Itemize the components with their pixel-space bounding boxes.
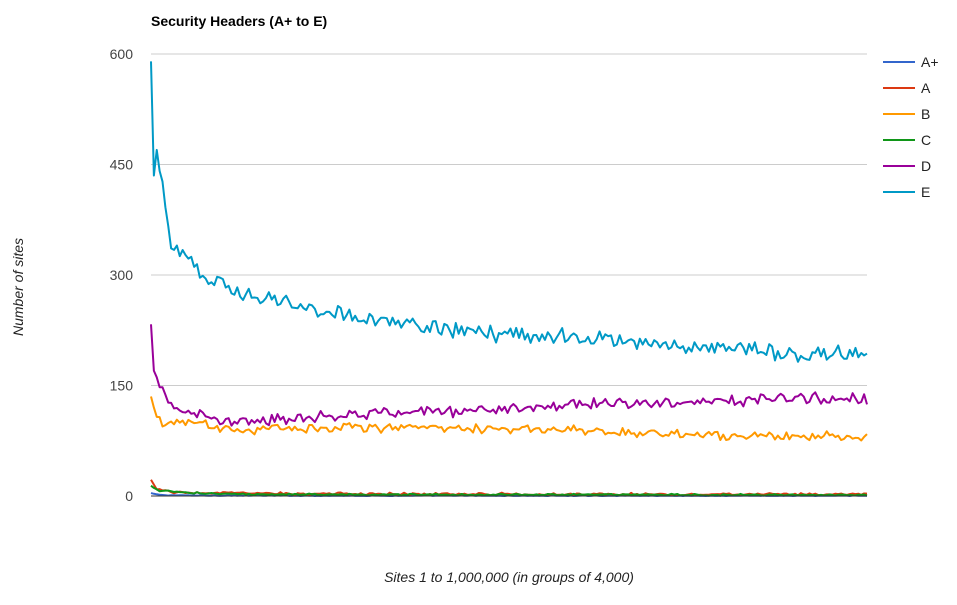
y-tick-label: 0 (125, 488, 133, 504)
y-axis-ticks: 0 150 300 450 600 (110, 46, 134, 504)
y-axis-title: Number of sites (10, 238, 26, 336)
series-line-b (150, 396, 868, 442)
legend-label: E (921, 184, 930, 200)
legend-label: D (921, 158, 931, 174)
legend-label: B (921, 106, 930, 122)
series-line-a (150, 479, 868, 497)
y-tick-label: 300 (110, 267, 134, 283)
legend-label: C (921, 132, 931, 148)
series-line-c (150, 484, 868, 497)
legend-label: A (921, 80, 931, 96)
chart-title: Security Headers (A+ to E) (151, 13, 327, 29)
y-tick-label: 450 (110, 157, 134, 173)
y-tick-label: 600 (110, 46, 134, 62)
series-line-d (150, 324, 868, 427)
series-lines (150, 61, 868, 497)
series-line-e (150, 61, 868, 363)
gridlines (151, 53, 867, 386)
legend-label: A+ (921, 54, 939, 70)
y-tick-label: 150 (110, 378, 134, 394)
x-axis-title: Sites 1 to 1,000,000 (in groups of 4,000… (384, 569, 634, 585)
